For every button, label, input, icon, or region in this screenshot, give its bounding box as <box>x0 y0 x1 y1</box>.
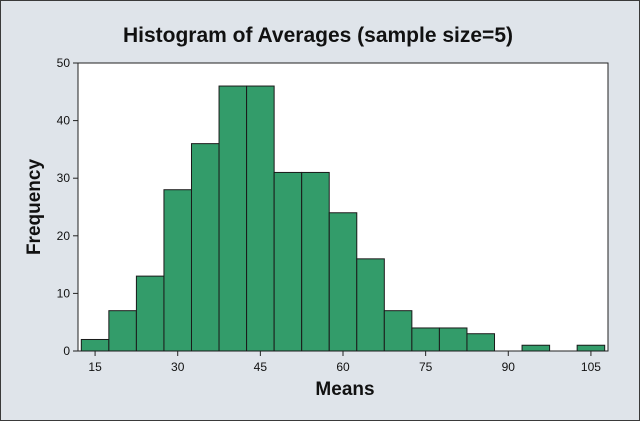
histogram-bar <box>411 327 440 352</box>
x-axis: 15 30 45 60 75 90 105 <box>88 351 601 374</box>
y-axis: 0 10 20 30 40 50 <box>57 56 78 358</box>
histogram-bar <box>246 85 275 352</box>
y-tick-label: 10 <box>57 286 71 300</box>
x-tick-label: 30 <box>171 360 185 374</box>
y-tick-label: 40 <box>57 114 71 128</box>
y-tick-label: 30 <box>57 171 71 185</box>
histogram-bar <box>438 327 468 352</box>
x-axis-label: Means <box>315 379 374 400</box>
histogram-bar <box>218 85 248 352</box>
x-tick-label: 45 <box>254 360 268 374</box>
y-tick-label: 50 <box>57 56 71 70</box>
x-tick-label: 60 <box>336 360 350 374</box>
histogram-bar <box>356 258 385 352</box>
y-axis-label: Frequency <box>24 159 45 256</box>
histogram-bar <box>190 143 220 352</box>
x-tick-label: 15 <box>88 360 102 374</box>
histogram-bar <box>301 171 330 352</box>
histogram-bar <box>163 189 192 352</box>
histogram-bar <box>521 344 551 352</box>
histogram-bar <box>576 344 606 352</box>
histogram-bar <box>273 171 303 352</box>
histogram-bar <box>466 333 496 352</box>
histogram-bar <box>135 275 165 352</box>
x-tick-label: 90 <box>502 360 516 374</box>
chart-title: Histogram of Averages (sample size=5) <box>123 24 513 47</box>
histogram-bar <box>108 310 137 352</box>
x-tick-label: 75 <box>419 360 433 374</box>
histogram-bar <box>80 338 110 352</box>
bars-group <box>80 85 606 352</box>
histogram-bar <box>383 310 413 352</box>
y-tick-label: 0 <box>63 344 70 358</box>
x-tick-label: 105 <box>581 360 601 374</box>
y-tick-label: 20 <box>57 229 71 243</box>
histogram-bar <box>328 212 358 352</box>
